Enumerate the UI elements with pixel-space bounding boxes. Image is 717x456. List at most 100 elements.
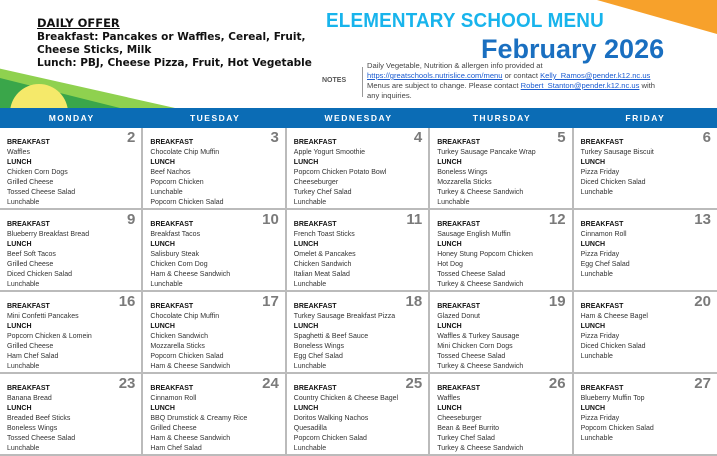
day-cell: 12 BREAKFAST Sausage English Muffin LUNCH Ho… (430, 210, 574, 292)
lunch-item: Lunchable (580, 271, 613, 278)
weekday-monday: MONDAY (48, 113, 95, 123)
lunch-item: Egg Chef Salad (580, 261, 630, 268)
lunch-item: Mini Chicken Corn Dogs (437, 343, 513, 350)
daily-offer-breakfast: Breakfast: Pancakes or Waffles, Cereal, … (37, 31, 306, 56)
lunch-item: Pizza Friday (580, 333, 620, 340)
lunch-item: Lunchable (293, 445, 327, 452)
breakfast-label: BREAKFAST (437, 221, 480, 228)
day-number: 26 (548, 375, 566, 392)
breakfast-label: BREAKFAST (7, 221, 50, 228)
lunch-label: LUNCH (437, 323, 462, 330)
breakfast-item: Country Chicken & Cheese Bagel (293, 395, 399, 402)
lunch-item: Lunchable (293, 363, 327, 370)
breakfast-item: Waffles (437, 395, 461, 402)
daily-offer-lunch: Lunch: PBJ, Cheese Pizza, Fruit, Hot Veg… (37, 57, 312, 69)
breakfast-label: BREAKFAST (580, 385, 624, 392)
lunch-item: Lunchable (7, 363, 40, 370)
lunch-label: LUNCH (150, 159, 175, 166)
day-cell: 27 BREAKFAST Blueberry Muffin Top LUNCH Pizz… (573, 374, 717, 456)
calendar-grid: 2 BREAKFAST Waffles LUNCH Chicken Corn Dogs G… (0, 128, 717, 456)
day-cell: 18 BREAKFAST Turkey Sausage Breakfast Pizz… (286, 292, 431, 374)
lunch-item: Mozzarella Sticks (437, 179, 492, 186)
day-number: 6 (702, 129, 711, 146)
lunch-item: Popcorn Chicken Salad (150, 353, 224, 360)
lunch-item: Popcorn Chicken & Lomein (7, 333, 92, 340)
day-number: 20 (694, 293, 711, 310)
lunch-label: LUNCH (7, 159, 32, 166)
lunch-item: Boneless Wings (7, 425, 58, 432)
lunch-label: LUNCH (580, 241, 606, 248)
day-number: 9 (127, 211, 136, 228)
breakfast-label: BREAKFAST (293, 385, 337, 392)
breakfast-item: Cinnamon Roll (580, 231, 627, 238)
lunch-label: LUNCH (580, 323, 606, 330)
lunch-item: Hot Dog (437, 261, 463, 268)
lunch-item: Quesadilla (293, 425, 327, 432)
weekday-tuesday: TUESDAY (189, 113, 241, 123)
breakfast-item: Chocolate Chip Muffin (150, 149, 220, 156)
day-number: 17 (262, 293, 279, 310)
lunch-label: LUNCH (150, 323, 175, 330)
lunch-item: Ham & Cheese Sandwich (150, 271, 231, 278)
day-cell: 9 BREAKFAST Blueberry Breakfast Bread LUNCH… (0, 210, 144, 292)
day-number: 27 (694, 375, 711, 392)
notes-line: Daily Vegetable, Nutrition & allergen in… (367, 61, 543, 70)
notes-line: with any inquiries. (367, 81, 656, 100)
breakfast-label: BREAKFAST (293, 221, 337, 228)
page-title: ELEMENTARY SCHOOL MENU (326, 9, 604, 32)
breakfast-label: BREAKFAST (293, 139, 337, 146)
day-cell: 5 BREAKFAST Turkey Sausage Pancake Wrap LUN… (430, 128, 574, 210)
lunch-item: Popcorn Chicken Salad (293, 435, 367, 442)
email-link-kelly[interactable]: Kelly_Ramos@pender.k12.nc.us (540, 71, 651, 80)
lunch-item: Spaghetti & Beef Sauce (293, 333, 369, 340)
lunch-item: Turkey Chef Salad (437, 435, 495, 442)
lunch-label: LUNCH (150, 405, 175, 412)
day-number: 12 (548, 211, 566, 228)
breakfast-item: Cinnamon Roll (150, 395, 197, 402)
breakfast-label: BREAKFAST (580, 139, 624, 146)
day-number: 18 (405, 293, 423, 310)
lunch-item: Salisbury Steak (150, 251, 200, 258)
lunch-item: Cheeseburger (293, 179, 339, 186)
lunch-item: Beef Soft Tacos (7, 251, 56, 258)
day-number: 25 (405, 375, 423, 392)
day-number: 11 (406, 211, 423, 228)
breakfast-label: BREAKFAST (437, 303, 480, 310)
lunch-item: Italian Meat Salad (293, 271, 350, 278)
breakfast-label: BREAKFAST (580, 303, 624, 310)
breakfast-label: BREAKFAST (437, 139, 480, 146)
day-number: 4 (413, 129, 423, 146)
lunch-item: Chicken Corn Dog (150, 261, 208, 268)
lunch-label: LUNCH (293, 159, 319, 166)
lunch-label: LUNCH (437, 405, 462, 412)
breakfast-label: BREAKFAST (150, 139, 194, 146)
lunch-item: Diced Chicken Salad (580, 343, 646, 350)
breakfast-item: Turkey Sausage Breakfast Pizza (293, 313, 396, 320)
lunch-item: Popcorn Chicken Salad (150, 199, 224, 206)
breakfast-item: Apple Yogurt Smoothie (293, 149, 366, 156)
lunch-item: Tossed Cheese Salad (7, 435, 76, 442)
lunch-item: Popcorn Chicken (150, 179, 204, 186)
breakfast-label: BREAKFAST (580, 221, 624, 228)
lunch-item: Lunchable (7, 281, 40, 288)
day-cell: 17 BREAKFAST Chocolate Chip Muffin LUNCH Chi… (143, 292, 287, 374)
lunch-label: LUNCH (7, 323, 32, 330)
lunch-item: Doritos Walking Nachos (293, 415, 369, 422)
lunch-item: Pizza Friday (580, 169, 620, 176)
day-cell: 16 BREAKFAST Mini Confetti Pancakes LUNCH Po… (0, 292, 144, 374)
lunch-item: Turkey Chef Salad (293, 189, 352, 196)
lunch-item: Egg Chef Salad (293, 353, 343, 360)
email-link-robert[interactable]: Robert_Stanton@pender.k12.nc.us (520, 81, 640, 90)
lunch-item: Lunchable (293, 281, 327, 288)
nutrislice-link[interactable]: https://greatschools.nutrislice.com/menu (367, 71, 503, 80)
lunch-item: Ham Chef Salad (7, 353, 59, 360)
lunch-label: LUNCH (437, 241, 462, 248)
lunch-item: Diced Chicken Salad (580, 179, 646, 186)
lunch-item: Boneless Wings (293, 343, 344, 350)
breakfast-item: Sausage English Muffin (437, 231, 511, 238)
lunch-item: Popcorn Chicken Potato Bowl (293, 169, 387, 176)
day-cell: 6 BREAKFAST Turkey Sausage Biscuit LUNCH Piz… (573, 128, 717, 210)
month-title: February 2026 (481, 34, 665, 64)
daily-offer: DAILY OFFER Breakfast: Pancakes or Waffl… (37, 17, 317, 70)
breakfast-item: Waffles (7, 149, 30, 156)
